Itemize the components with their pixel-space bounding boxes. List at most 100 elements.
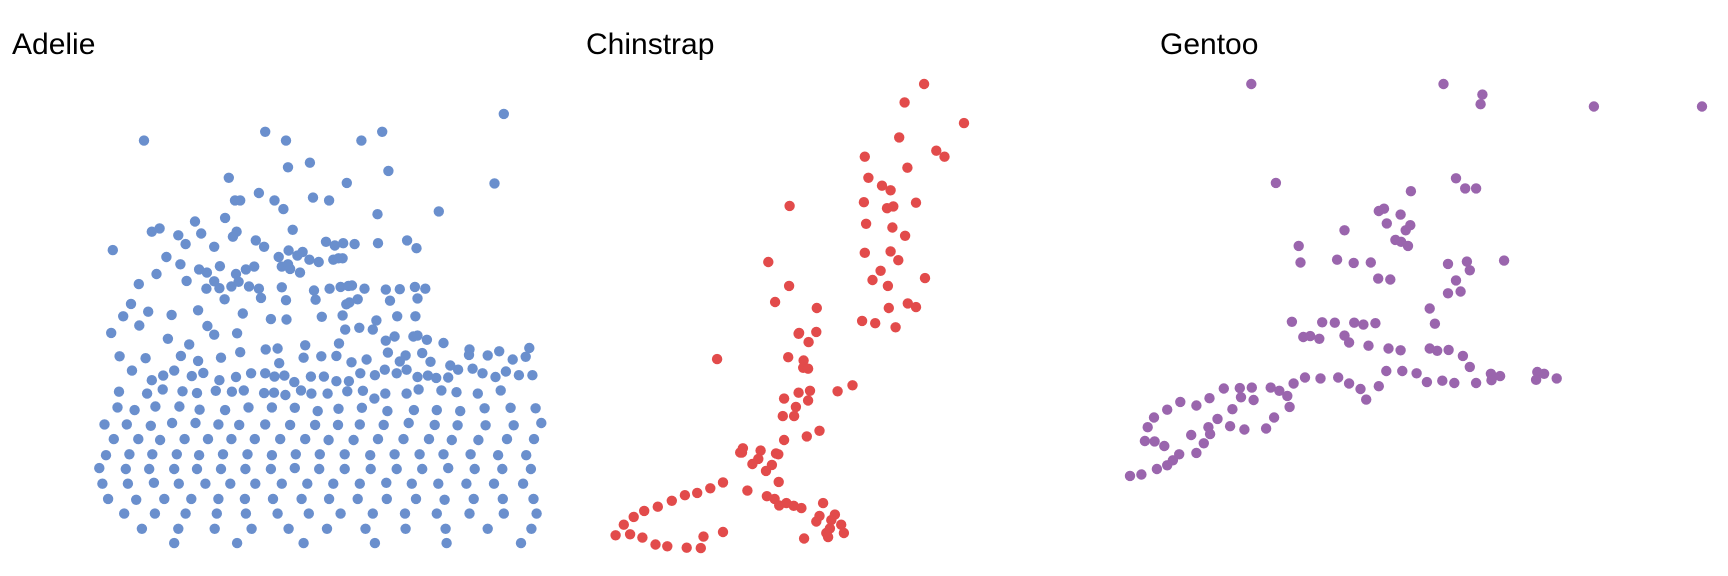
- point-adelie: [316, 351, 327, 362]
- point-chinstrap: [817, 497, 829, 509]
- point-adelie: [305, 371, 317, 382]
- point-gentoo: [1317, 317, 1328, 328]
- point-chinstrap: [796, 502, 807, 514]
- point-adelie: [329, 240, 340, 251]
- point-gentoo: [1348, 257, 1359, 269]
- point-adelie: [372, 238, 384, 249]
- point-chinstrap: [711, 353, 723, 365]
- point-chinstrap: [902, 298, 913, 309]
- point-adelie: [279, 370, 290, 381]
- point-adelie: [276, 282, 287, 293]
- point-adelie: [230, 268, 242, 280]
- point-adelie: [328, 478, 339, 489]
- point-adelie: [169, 537, 180, 549]
- point-gentoo: [1175, 396, 1186, 408]
- point-adelie: [381, 477, 392, 488]
- point-gentoo: [1424, 303, 1435, 314]
- point-gentoo: [1442, 288, 1454, 299]
- point-chinstrap: [790, 401, 802, 413]
- point-adelie: [452, 364, 464, 375]
- point-adelie: [339, 463, 350, 475]
- point-adelie: [253, 187, 265, 199]
- point-adelie: [289, 402, 300, 413]
- point-adelie: [180, 508, 191, 519]
- point-chinstrap: [811, 302, 822, 314]
- point-chinstrap: [763, 256, 774, 268]
- point-adelie: [391, 368, 402, 379]
- point-adelie: [201, 283, 212, 294]
- point-gentoo: [1162, 460, 1173, 471]
- point-chinstrap: [801, 431, 812, 442]
- point-chinstrap: [888, 201, 899, 212]
- point-adelie: [498, 508, 509, 519]
- point-adelie: [401, 235, 413, 246]
- point-adelie: [323, 434, 334, 446]
- point-adelie: [140, 353, 151, 364]
- point-adelie: [266, 450, 278, 461]
- point-chinstrap: [958, 117, 970, 129]
- point-adelie: [391, 463, 402, 475]
- point-gentoo: [1365, 257, 1377, 268]
- point-adelie: [180, 238, 191, 250]
- point-adelie: [406, 478, 417, 489]
- point-adelie: [443, 372, 454, 383]
- point-adelie: [367, 324, 378, 335]
- point-chinstrap: [793, 327, 805, 339]
- point-adelie: [99, 419, 110, 430]
- point-adelie: [365, 450, 376, 461]
- point-adelie: [472, 388, 483, 399]
- point-adelie: [417, 463, 428, 475]
- point-adelie: [446, 434, 457, 446]
- point-adelie: [134, 320, 145, 331]
- point-adelie: [412, 330, 423, 341]
- point-adelie: [492, 450, 504, 461]
- point-gentoo: [1260, 423, 1272, 434]
- point-adelie: [260, 126, 271, 137]
- point-adelie: [118, 311, 129, 322]
- point-adelie: [267, 493, 279, 505]
- point-gentoo: [1235, 392, 1247, 403]
- point-gentoo: [1314, 333, 1325, 344]
- point-adelie: [423, 433, 435, 445]
- point-chinstrap: [666, 495, 677, 506]
- point-adelie: [497, 493, 508, 505]
- point-adelie: [515, 537, 527, 549]
- point-chinstrap: [875, 265, 886, 276]
- point-gentoo: [1139, 435, 1151, 447]
- point-adelie: [136, 523, 148, 534]
- point-chinstrap: [894, 132, 905, 143]
- point-adelie: [354, 419, 365, 430]
- point-adelie: [381, 493, 392, 505]
- point-gentoo: [1450, 275, 1462, 286]
- point-chinstrap: [876, 180, 888, 191]
- point-adelie: [246, 523, 257, 534]
- point-gentoo: [1373, 381, 1385, 392]
- point-adelie: [361, 354, 372, 365]
- point-adelie: [186, 370, 197, 382]
- point-adelie: [107, 244, 119, 256]
- point-adelie: [409, 281, 421, 293]
- point-chinstrap: [624, 529, 636, 540]
- point-adelie: [106, 327, 117, 339]
- point-adelie: [433, 206, 444, 217]
- point-gentoo: [1437, 375, 1448, 386]
- point-chinstrap: [662, 541, 673, 552]
- point-chinstrap: [836, 519, 847, 530]
- point-adelie: [452, 420, 463, 431]
- point-adelie: [192, 305, 204, 316]
- point-adelie: [282, 162, 294, 173]
- point-adelie: [331, 376, 342, 387]
- point-chinstrap: [847, 380, 858, 391]
- point-adelie: [513, 370, 525, 381]
- point-chinstrap: [618, 519, 629, 530]
- point-adelie: [194, 404, 205, 415]
- point-gentoo: [1265, 382, 1276, 393]
- point-adelie: [226, 386, 238, 397]
- point-adelie: [144, 463, 155, 475]
- point-chinstrap: [919, 272, 931, 284]
- point-chinstrap: [692, 487, 703, 499]
- point-adelie: [240, 508, 252, 519]
- point-adelie: [193, 264, 205, 275]
- point-adelie: [169, 463, 180, 475]
- point-adelie: [451, 387, 462, 398]
